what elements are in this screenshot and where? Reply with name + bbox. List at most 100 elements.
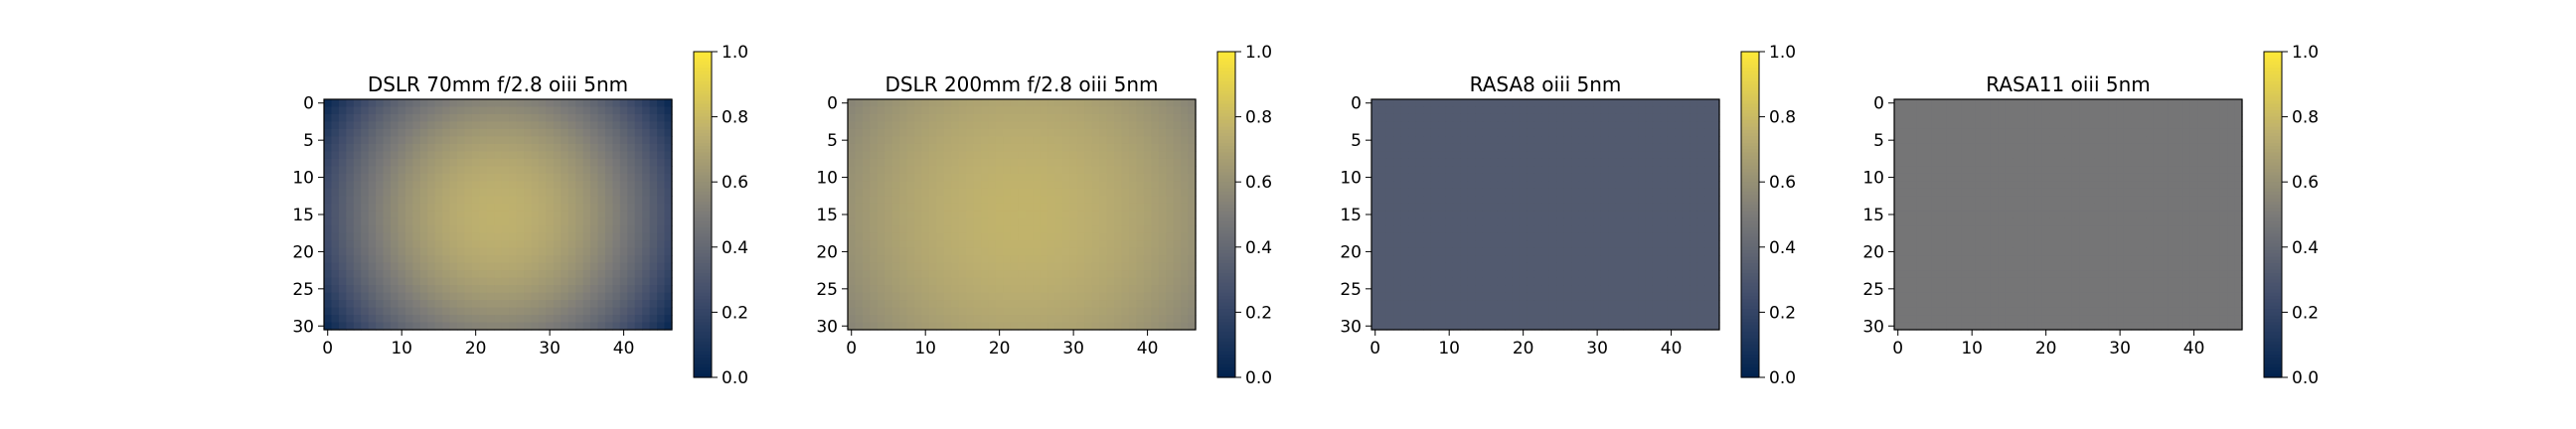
heatmap-cell <box>1106 307 1115 316</box>
heatmap-cell <box>457 232 466 241</box>
heatmap-cell <box>1438 292 1447 301</box>
heatmap-cell <box>434 188 443 197</box>
heatmap-cell <box>449 277 458 286</box>
x-tick-label: 0 <box>1369 339 1380 358</box>
heatmap-cell <box>1541 262 1550 271</box>
heatmap-cell <box>1438 121 1447 130</box>
heatmap-cell <box>1512 211 1521 219</box>
heatmap-cell <box>891 158 900 167</box>
heatmap-cell <box>1990 121 1999 130</box>
heatmap-cell <box>1460 106 1469 115</box>
heatmap-cell <box>1084 166 1093 175</box>
colorbar-segment <box>1741 201 1759 206</box>
heatmap-cell <box>1003 188 1012 197</box>
heatmap-cell <box>1378 322 1387 331</box>
heatmap-cell <box>1571 196 1580 205</box>
heatmap-cell <box>862 181 871 190</box>
heatmap-cell <box>457 188 466 197</box>
heatmap-cell <box>338 143 347 152</box>
heatmap-cell <box>590 240 599 249</box>
heatmap-cell <box>391 128 400 138</box>
heatmap-cell <box>361 322 370 331</box>
heatmap-cell <box>885 188 893 197</box>
heatmap-cell <box>1667 285 1676 294</box>
heatmap-cell <box>1099 285 1108 294</box>
heatmap-cell <box>376 113 385 123</box>
heatmap-cell <box>331 121 340 130</box>
heatmap-cell <box>958 211 967 219</box>
colorbar-segment <box>694 325 712 330</box>
heatmap-cell <box>353 300 362 309</box>
heatmap-cell <box>619 247 628 256</box>
colorbar-segment <box>1217 286 1235 291</box>
heatmap-cell <box>1527 315 1535 324</box>
heatmap-cell <box>1076 188 1085 197</box>
heatmap-cell <box>1151 136 1160 145</box>
heatmap-cell <box>442 121 451 130</box>
heatmap-cell <box>1393 128 1402 138</box>
heatmap-cell <box>376 158 385 167</box>
heatmap-cell <box>1084 143 1093 152</box>
heatmap-cell <box>1711 106 1720 115</box>
heatmap-cell <box>412 173 421 182</box>
heatmap-cell <box>657 270 666 279</box>
heatmap-cell <box>1894 99 1903 108</box>
heatmap-cell <box>1025 106 1034 115</box>
heatmap-cell <box>936 277 945 286</box>
heatmap-cell <box>1438 262 1447 271</box>
heatmap-cell <box>1630 188 1639 197</box>
colorbar-segment <box>694 61 712 66</box>
heatmap-cell <box>1128 300 1138 309</box>
heatmap-cell <box>1615 255 1624 264</box>
heatmap-cell <box>951 211 960 219</box>
heatmap-cell <box>1704 173 1713 182</box>
heatmap-cell <box>2227 99 2236 108</box>
heatmap-cell <box>1482 225 1491 234</box>
heatmap-cell <box>1675 270 1684 279</box>
heatmap-cell <box>419 277 428 286</box>
heatmap-cell <box>346 277 355 286</box>
heatmap-cell <box>657 277 666 286</box>
heatmap-cell <box>1638 285 1647 294</box>
heatmap-cell <box>1652 106 1662 115</box>
heatmap-cell <box>1645 203 1654 212</box>
heatmap-cell <box>1630 99 1639 108</box>
heatmap-cell <box>1128 173 1138 182</box>
heatmap-cell <box>346 128 355 138</box>
heatmap-cell <box>1690 262 1698 271</box>
heatmap-cell <box>649 292 658 301</box>
heatmap-cell <box>449 136 458 145</box>
heatmap-cell <box>1400 211 1409 219</box>
y-tick-label: 10 <box>292 169 314 189</box>
heatmap-cell <box>1438 247 1447 256</box>
heatmap-cell <box>331 322 340 331</box>
heatmap-cell <box>398 203 406 212</box>
heatmap-cell <box>1423 217 1432 226</box>
heatmap-cell <box>457 196 466 205</box>
heatmap-cell <box>1585 315 1595 324</box>
heatmap-cell <box>921 315 930 324</box>
heatmap-cell <box>1099 211 1108 219</box>
heatmap-cell <box>1371 270 1380 279</box>
heatmap-cell <box>1378 113 1387 123</box>
heatmap-cell <box>1076 247 1085 256</box>
heatmap-cell <box>885 173 893 182</box>
heatmap-cell <box>457 128 466 138</box>
heatmap-cell <box>457 181 466 190</box>
heatmap-cell <box>1519 173 1528 182</box>
heatmap-cell <box>1151 262 1160 271</box>
heatmap-cell <box>338 188 347 197</box>
heatmap-cell <box>494 188 503 197</box>
colorbar-segment <box>1741 315 1759 320</box>
heatmap-cell <box>434 217 443 226</box>
heatmap-cell <box>1645 232 1654 241</box>
colorbar-segment <box>694 256 712 261</box>
heatmap-cell <box>2123 106 2132 115</box>
heatmap-cell <box>2138 106 2147 115</box>
heatmap-cell <box>1188 173 1197 182</box>
heatmap-cell <box>1675 173 1684 182</box>
heatmap-cell <box>1615 158 1624 167</box>
heatmap-cell <box>1638 99 1647 108</box>
heatmap-cell <box>1660 181 1669 190</box>
colorbar-segment <box>1741 367 1759 372</box>
